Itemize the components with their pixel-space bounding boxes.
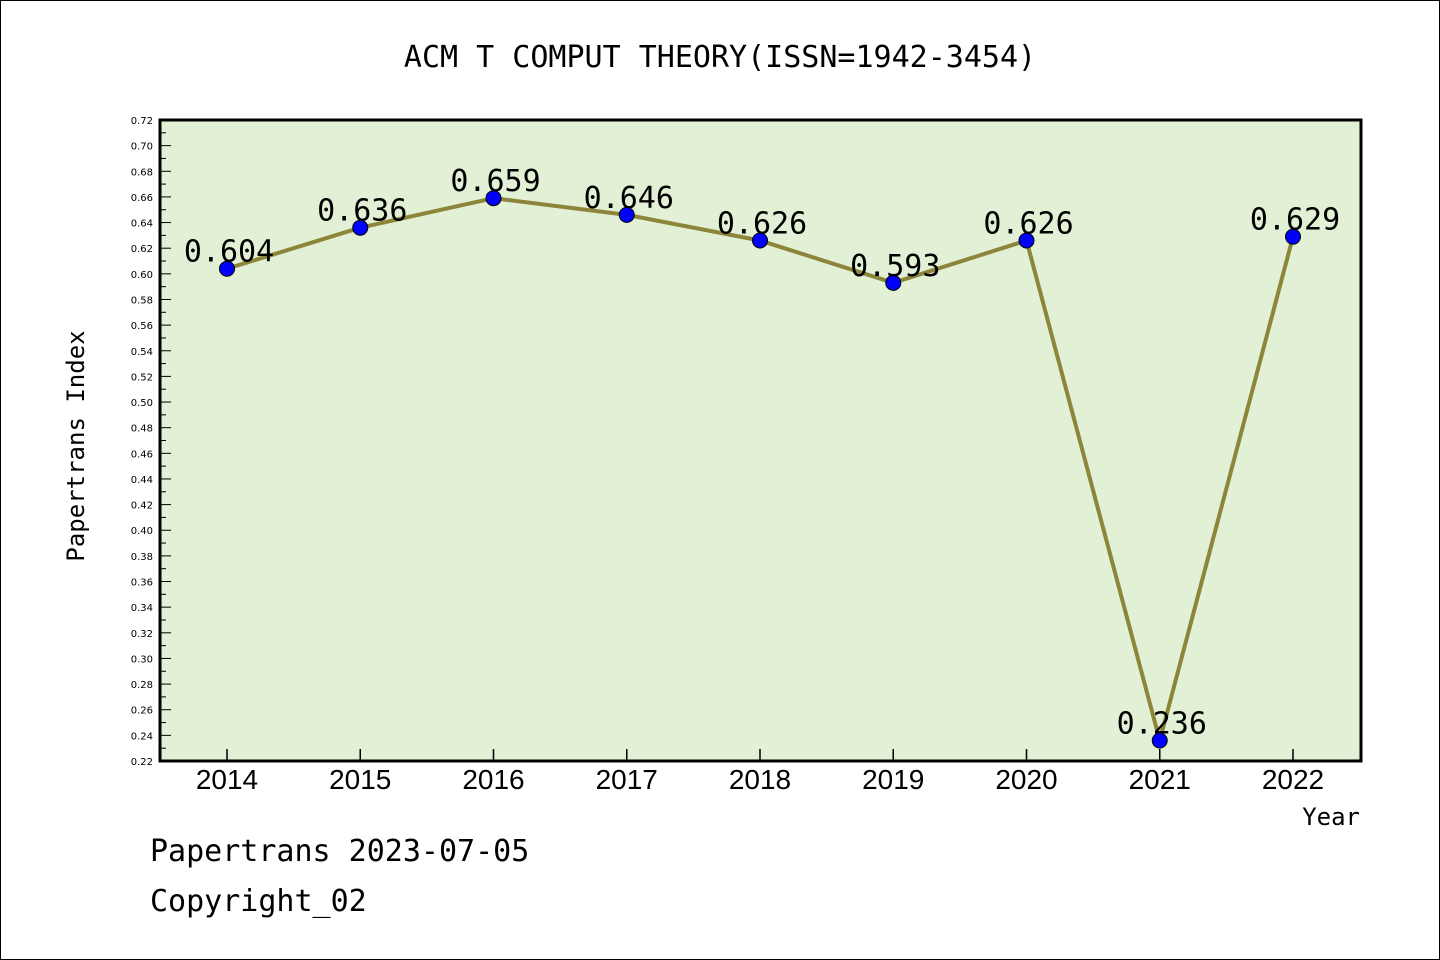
y-tick-label: 0.30 [131,654,153,665]
data-label: 0.646 [584,181,674,216]
data-label: 0.629 [1250,203,1340,238]
y-tick-label: 0.42 [131,501,153,512]
y-tick-label: 0.62 [131,244,153,255]
y-tick-label: 0.44 [131,475,153,486]
y-tick-label: 0.38 [131,552,153,563]
data-label: 0.626 [983,207,1073,242]
x-axis-label: Year [1302,803,1360,831]
copyright-text: Copyright_02 [150,884,367,919]
y-tick-label: 0.68 [131,167,153,178]
y-tick-label: 0.70 [131,142,153,153]
data-point [1018,232,1035,249]
y-tick-label: 0.60 [131,270,153,281]
series-group: 0.604 0.636 0.659 0.646 0.626 0.593 0.626 0.236… [184,164,1340,749]
x-tick-label: 2019 [862,764,924,795]
y-tick-label: 0.36 [131,578,153,589]
data-label: 0.604 [184,235,274,270]
x-tick-label: 2016 [462,764,524,795]
plot-frame [158,118,1363,763]
data-point [752,232,768,249]
data-point [352,219,369,236]
data-point [885,274,902,291]
y-tick-label: 0.48 [131,424,153,435]
x-tick-label: 2015 [329,764,391,795]
y-tick-label: 0.32 [131,629,153,640]
chart-title: ACM T COMPUT THEORY(ISSN=1942-3454) [404,40,1036,75]
y-tick-label: 0.34 [131,603,153,614]
x-tick-label: 2018 [729,764,791,795]
y-tick-label: 0.22 [131,757,153,768]
y-axis-label: Papertrans Index [62,330,90,561]
data-point [618,206,635,223]
x-tick-label: 2017 [596,764,658,795]
y-tick-label: 0.56 [131,321,153,332]
data-point [1285,228,1301,245]
y-tick-label: 0.52 [131,372,153,383]
x-tick-label: 2014 [196,764,258,795]
y-tick-label: 0.54 [131,347,153,358]
y-tick-label: 0.50 [131,398,153,409]
data-label: 0.659 [450,164,540,199]
x-tick-label: 2020 [995,764,1057,795]
y-tick-label: 0.24 [131,731,153,742]
y-tick-label: 0.26 [131,706,153,717]
data-point [485,190,502,207]
data-point [219,260,235,277]
y-tick-label: 0.66 [131,193,153,204]
y-tick-label: 0.72 [131,116,153,127]
x-tick-label: 2021 [1129,764,1191,795]
y-tick-label: 0.40 [131,526,153,537]
y-tick-label: 0.58 [131,295,153,306]
data-label: 0.636 [317,194,407,229]
data-label: 0.626 [717,207,807,242]
y-tick-label: 0.46 [131,449,153,460]
data-label: 0.236 [1117,706,1207,741]
y-tick-label: 0.28 [131,680,153,691]
x-tick-label: 2022 [1262,764,1324,795]
data-point [1151,732,1168,749]
y-tick-label: 0.64 [131,219,153,230]
source-date-text: Papertrans 2023-07-05 [150,834,530,869]
data-label: 0.593 [850,249,940,284]
x-axis-ticks: 2014 2015 2016 2017 2018 2019 2020 2021 2022 [196,749,1324,795]
